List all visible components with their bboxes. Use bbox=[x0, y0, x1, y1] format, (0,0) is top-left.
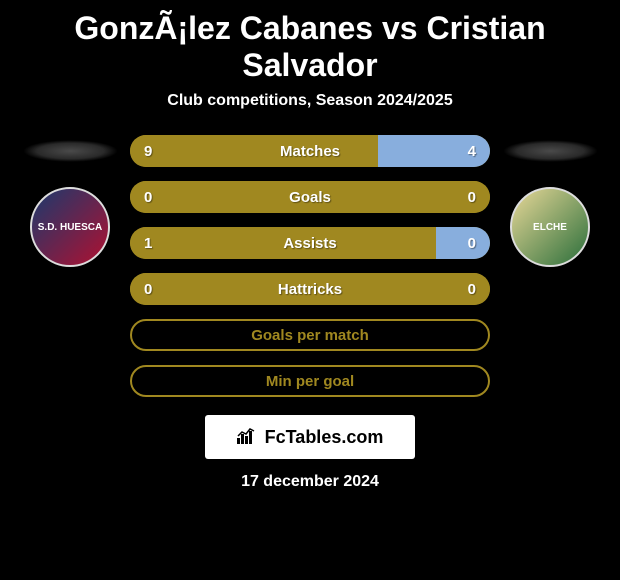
chart-icon bbox=[237, 426, 259, 449]
stat-value-left: 0 bbox=[144, 189, 152, 206]
stats-column: 9 4 Matches 0 0 Goals 1 0 Assists 0 0 Hattricks Goal… bbox=[130, 135, 490, 397]
main-content: S.D. HUESCA 9 4 Matches 0 0 Goals 1 0 Assists 0 0 H… bbox=[10, 135, 610, 397]
comparison-infographic: GonzÃ¡lez Cabanes vs Cristian Salvador C… bbox=[0, 0, 620, 580]
bar-segment-right bbox=[436, 227, 490, 259]
branding-text: FcTables.com bbox=[265, 427, 384, 448]
left-club-logo: S.D. HUESCA bbox=[30, 187, 110, 267]
stat-value-left: 1 bbox=[144, 235, 152, 252]
stat-value-left: 0 bbox=[144, 281, 152, 298]
stat-bar-goals: 0 0 Goals bbox=[130, 181, 490, 213]
stat-label: Goals per match bbox=[251, 327, 369, 344]
stat-label: Min per goal bbox=[266, 373, 354, 390]
right-club-logo: ELCHE bbox=[510, 187, 590, 267]
bar-segment-left bbox=[130, 135, 378, 167]
stat-value-right: 0 bbox=[468, 189, 476, 206]
left-player-column: S.D. HUESCA bbox=[20, 135, 120, 267]
stat-label: Hattricks bbox=[278, 281, 342, 298]
player-shadow-right bbox=[503, 140, 598, 162]
stat-value-right: 4 bbox=[468, 143, 476, 160]
stat-value-right: 0 bbox=[468, 235, 476, 252]
stat-label: Assists bbox=[283, 235, 336, 252]
stat-bar-hattricks: 0 0 Hattricks bbox=[130, 273, 490, 305]
stat-value-left: 9 bbox=[144, 143, 152, 160]
player-shadow-left bbox=[23, 140, 118, 162]
stat-label: Matches bbox=[280, 143, 340, 160]
stat-bar-assists: 1 0 Assists bbox=[130, 227, 490, 259]
stat-bar-min-per-goal: Min per goal bbox=[130, 365, 490, 397]
stat-value-right: 0 bbox=[468, 281, 476, 298]
right-player-column: ELCHE bbox=[500, 135, 600, 267]
stat-bar-matches: 9 4 Matches bbox=[130, 135, 490, 167]
footer: FcTables.com 17 december 2024 bbox=[205, 415, 415, 491]
stat-label: Goals bbox=[289, 189, 331, 206]
stat-bar-goals-per-match: Goals per match bbox=[130, 319, 490, 351]
subtitle: Club competitions, Season 2024/2025 bbox=[167, 92, 452, 110]
branding-badge: FcTables.com bbox=[205, 415, 415, 459]
page-title: GonzÃ¡lez Cabanes vs Cristian Salvador bbox=[10, 10, 610, 84]
date-text: 17 december 2024 bbox=[241, 473, 379, 491]
